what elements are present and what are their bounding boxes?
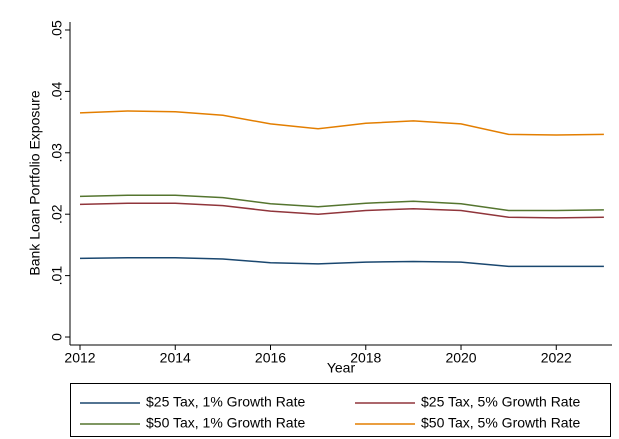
y-tick-label: .01 [49,266,65,286]
y-tick-label: .02 [49,204,65,224]
legend-label: $25 Tax, 1% Growth Rate [146,394,305,410]
x-tick-label: 2016 [255,350,286,366]
series-line [79,110,604,136]
y-tick-label: .04 [49,81,65,101]
x-tick-label: 2012 [64,350,95,366]
series-line [79,257,604,268]
x-tick-label: 2020 [445,350,476,366]
y-axis-title: Bank Loan Portfolio Exposure [27,90,43,275]
legend-label: $50 Tax, 1% Growth Rate [146,415,305,431]
x-axis-title: Year [327,360,356,376]
series-line [79,194,604,212]
y-tick-label: 0 [49,333,65,341]
series-line [79,202,604,219]
legend-label: $50 Tax, 5% Growth Rate [421,415,580,431]
legend-box [70,383,611,437]
x-tick-label: 2018 [350,350,381,366]
y-tick-label: .05 [49,20,65,40]
x-tick-label: 2014 [160,350,191,366]
y-tick-label: .03 [49,143,65,163]
x-tick-label: 2022 [541,350,572,366]
legend-label: $25 Tax, 5% Growth Rate [421,394,580,410]
